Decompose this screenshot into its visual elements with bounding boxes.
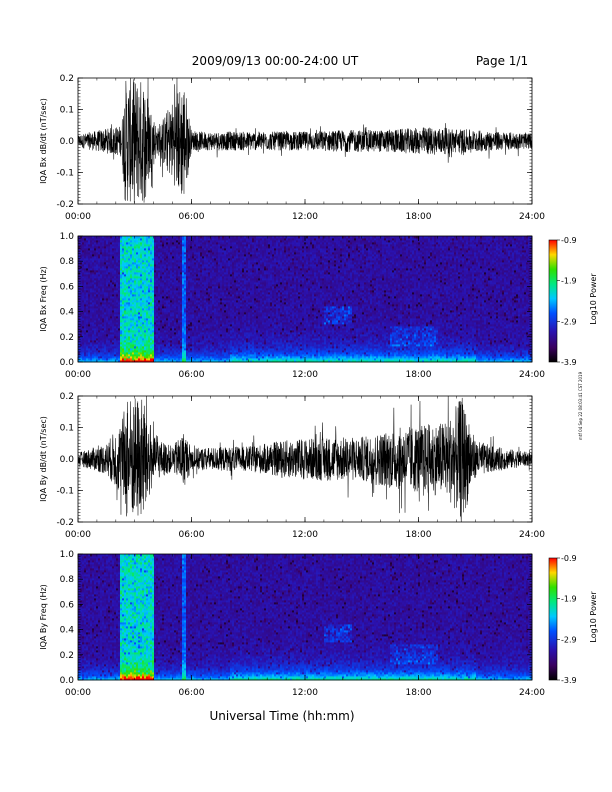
y-axis-label: IQA Bx dB/dt (nT/sec) xyxy=(39,98,48,184)
x-tick-label: 12:00 xyxy=(292,212,318,222)
time-series-line xyxy=(78,78,532,203)
y-tick-label: -0.1 xyxy=(56,169,74,179)
y-tick-label: 0.0 xyxy=(60,137,75,147)
x-tick-label: 18:00 xyxy=(406,212,432,222)
page-number: Page 1/1 xyxy=(476,54,528,68)
figure-title: 2009/09/13 00:00-24:00 UT xyxy=(192,54,359,68)
x-tick-label: 00:00 xyxy=(65,212,91,222)
y-tick-label: 0.1 xyxy=(60,106,74,116)
y-tick-label: -0.2 xyxy=(56,200,74,210)
spectrogram-cells xyxy=(78,236,532,362)
y-tick-label: 0.2 xyxy=(60,74,74,84)
panel-1: -0.2 -0.1 0.0 0.1 0.2 00:00 06:00 12:00 18:00 24:… xyxy=(39,74,545,222)
x-tick-label: 24:00 xyxy=(519,212,545,222)
x-tick-label: 06:00 xyxy=(179,212,205,222)
